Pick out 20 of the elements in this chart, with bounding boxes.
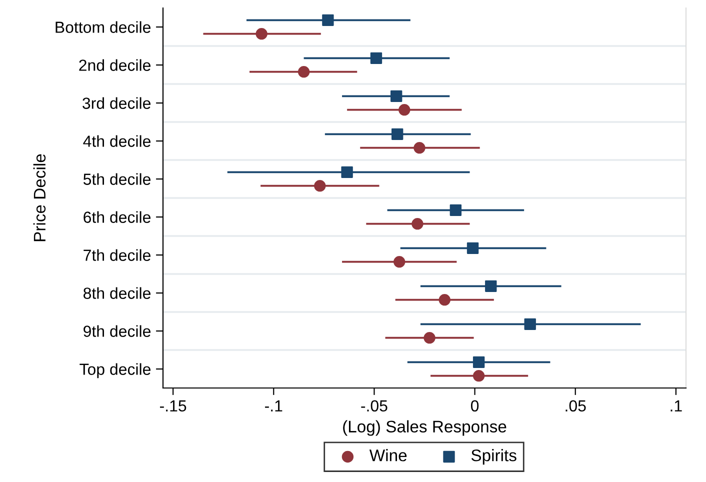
legend-label: Wine (369, 449, 407, 462)
legend-label: Spirits (471, 449, 516, 465)
y-tick-label: 6th decile (84, 211, 150, 223)
x-tick-label: -.05 (361, 400, 388, 412)
y-tick-label: 4th decile (83, 135, 150, 147)
y-axis-title: Price Decile (33, 154, 46, 242)
y-tick-label: Top decile (80, 363, 150, 378)
y-tick-label: 3rd decile (82, 97, 150, 109)
x-tick-label: -.15 (160, 400, 186, 412)
x-tick-label: .05 (566, 400, 586, 412)
y-tick-label: Bottom decile (56, 21, 150, 33)
x-tick-label: 0 (470, 400, 479, 412)
x-tick-label: .1 (670, 400, 682, 412)
x-axis-title: (Log) Sales Response (343, 420, 506, 436)
y-tick-label: 5th decile (83, 173, 150, 185)
x-tick-label: -.1 (265, 400, 282, 412)
y-tick-label: 8th decile (84, 287, 150, 299)
y-tick-label: 7th decile (84, 249, 150, 261)
y-tick-label: 9th decile (84, 325, 150, 337)
y-tick-label: 2nd decile (79, 59, 150, 71)
